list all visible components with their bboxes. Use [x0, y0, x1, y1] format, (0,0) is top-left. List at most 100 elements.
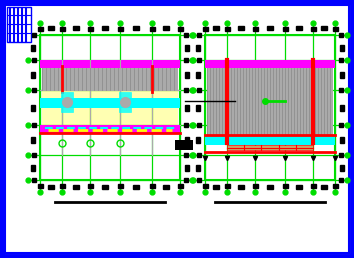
Bar [310, 184, 315, 188]
Bar [185, 137, 189, 143]
Bar [31, 104, 35, 110]
Bar [224, 184, 229, 188]
Bar [202, 27, 207, 31]
Bar [340, 137, 344, 143]
Bar [197, 58, 201, 62]
Bar [32, 88, 36, 92]
Bar [32, 123, 36, 127]
Bar [339, 58, 343, 62]
Bar [207, 68, 333, 135]
Bar [31, 137, 35, 143]
Bar [102, 26, 108, 30]
Bar [213, 26, 219, 30]
Bar [184, 33, 188, 37]
Bar [119, 92, 131, 112]
Bar [205, 135, 335, 145]
Bar [118, 27, 122, 31]
Bar [61, 92, 73, 112]
Bar [197, 123, 201, 127]
Bar [332, 184, 337, 188]
Bar [32, 58, 36, 62]
Bar [87, 184, 92, 188]
Bar [321, 185, 327, 189]
Bar [40, 125, 180, 133]
Bar [7, 7, 31, 42]
Bar [296, 185, 302, 189]
Bar [267, 26, 273, 30]
Bar [118, 184, 122, 188]
Bar [340, 72, 344, 78]
Bar [31, 72, 35, 78]
Bar [48, 185, 54, 189]
Bar [184, 123, 188, 127]
Bar [133, 185, 139, 189]
Bar [32, 153, 36, 157]
Bar [205, 60, 335, 68]
Bar [252, 27, 257, 31]
Bar [321, 26, 327, 30]
Bar [202, 184, 207, 188]
Bar [175, 140, 193, 150]
Bar [197, 178, 201, 182]
Bar [48, 26, 54, 30]
Bar [227, 145, 313, 150]
Bar [149, 27, 154, 31]
Bar [205, 35, 335, 180]
Bar [252, 184, 257, 188]
Bar [163, 185, 169, 189]
Bar [184, 58, 188, 62]
Bar [339, 123, 343, 127]
Bar [339, 178, 343, 182]
Bar [59, 184, 64, 188]
Bar [267, 185, 273, 189]
Bar [185, 44, 189, 51]
Bar [185, 72, 189, 78]
Bar [149, 184, 154, 188]
Bar [196, 165, 200, 171]
Bar [339, 88, 343, 92]
Bar [59, 27, 64, 31]
Bar [177, 27, 183, 31]
Bar [184, 178, 188, 182]
Bar [282, 27, 287, 31]
Bar [197, 88, 201, 92]
Bar [340, 165, 344, 171]
Bar [73, 185, 79, 189]
Bar [196, 104, 200, 110]
Bar [177, 184, 183, 188]
Bar [31, 44, 35, 51]
Bar [196, 137, 200, 143]
Bar [40, 98, 180, 108]
Bar [38, 27, 42, 31]
Bar [238, 185, 244, 189]
Bar [332, 27, 337, 31]
Bar [310, 27, 315, 31]
Bar [339, 33, 343, 37]
Bar [197, 33, 201, 37]
Bar [213, 185, 219, 189]
Bar [185, 104, 189, 110]
Bar [42, 90, 178, 125]
Bar [32, 178, 36, 182]
Bar [31, 165, 35, 171]
Bar [42, 68, 178, 90]
Bar [196, 44, 200, 51]
Bar [184, 153, 188, 157]
Bar [133, 26, 139, 30]
Bar [87, 27, 92, 31]
Bar [163, 26, 169, 30]
Bar [238, 26, 244, 30]
Bar [296, 26, 302, 30]
Bar [185, 165, 189, 171]
Bar [197, 153, 201, 157]
Bar [102, 185, 108, 189]
Bar [73, 26, 79, 30]
Bar [184, 88, 188, 92]
Bar [339, 153, 343, 157]
Bar [224, 27, 229, 31]
Bar [340, 104, 344, 110]
Bar [38, 184, 42, 188]
Bar [196, 72, 200, 78]
Bar [32, 33, 36, 37]
Bar [340, 44, 344, 51]
